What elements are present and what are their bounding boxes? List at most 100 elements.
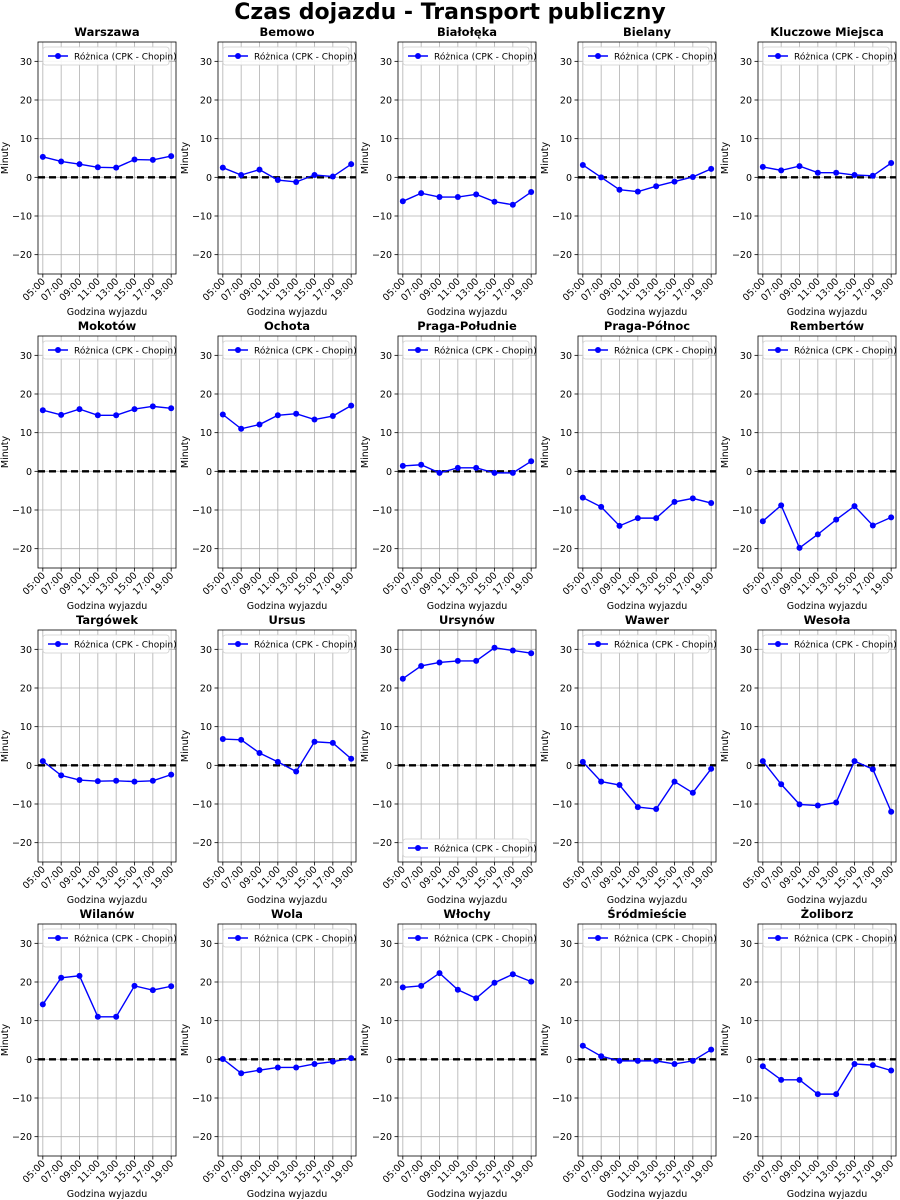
data-point	[39, 758, 46, 765]
y-tick-label: 20	[20, 96, 32, 107]
data-point	[131, 982, 138, 989]
legend-label: Różnica (CPK - Chopin)	[74, 345, 177, 356]
data-point	[113, 1013, 120, 1020]
series-line	[402, 647, 532, 680]
subplot-title: Rembertów	[790, 319, 865, 333]
legend-box	[42, 928, 170, 948]
data-point	[113, 777, 120, 784]
y-axis-label: Minuty	[180, 436, 191, 469]
y-tick-label: 20	[560, 684, 572, 695]
data-point	[58, 411, 65, 418]
series-line	[582, 497, 712, 527]
data-point	[399, 462, 406, 469]
y-tick-label: −10	[12, 506, 32, 517]
legend-box	[42, 634, 170, 654]
y-axis-label: Minuty	[720, 436, 731, 469]
series-line	[402, 972, 532, 1000]
data-point	[671, 1060, 678, 1067]
data-point	[454, 657, 461, 664]
y-tick-label: 10	[20, 134, 32, 145]
data-point	[436, 194, 443, 201]
axes-frame	[577, 629, 717, 863]
data-point	[869, 172, 876, 179]
y-axis-label: Minuty	[360, 142, 371, 175]
legend-marker	[775, 641, 781, 647]
series-line	[762, 760, 892, 813]
y-tick-label: 0	[26, 1055, 32, 1066]
legend-label: Różnica (CPK - Chopin)	[254, 51, 357, 62]
y-axis-label: Minuty	[360, 436, 371, 469]
legend-label: Różnica (CPK - Chopin)	[614, 345, 717, 356]
y-tick-label: 20	[560, 978, 572, 989]
data-point	[778, 1076, 785, 1083]
series-line	[42, 975, 172, 1018]
y-tick-label: 10	[560, 1016, 572, 1027]
y-tick-label: 20	[200, 684, 212, 695]
data-point	[689, 173, 696, 180]
subplot: −20−10010203005:0007:0009:0011:0013:0015…	[180, 25, 357, 318]
legend-label: Różnica (CPK - Chopin)	[794, 639, 897, 650]
y-tick-label: 30	[560, 57, 572, 68]
data-point	[814, 169, 821, 176]
y-tick-label: 0	[386, 467, 392, 478]
y-axis-label: Minuty	[540, 1024, 551, 1057]
legend-marker	[235, 53, 241, 59]
data-point	[888, 514, 895, 521]
data-point	[58, 772, 65, 779]
y-tick-label: 20	[740, 390, 752, 401]
axes-frame	[217, 629, 357, 863]
data-point	[528, 189, 535, 196]
y-tick-label: 10	[380, 722, 392, 733]
data-point	[149, 403, 156, 410]
y-axis-label: Minuty	[0, 730, 11, 763]
x-axis-label: Godzina wyjazdu	[787, 895, 868, 906]
data-point	[796, 801, 803, 808]
data-point	[616, 186, 623, 193]
data-point	[851, 758, 858, 765]
y-tick-label: 0	[746, 467, 752, 478]
data-point	[671, 178, 678, 185]
y-axis-label: Minuty	[540, 142, 551, 175]
y-tick-label: 30	[560, 939, 572, 950]
y-tick-label: −10	[732, 800, 752, 811]
data-point	[454, 194, 461, 201]
y-tick-label: 0	[566, 761, 572, 772]
legend-box	[42, 46, 170, 66]
x-axis-label: Godzina wyjazdu	[607, 895, 688, 906]
y-tick-label: 10	[560, 134, 572, 145]
y-tick-label: 10	[20, 428, 32, 439]
data-point	[329, 1058, 336, 1065]
y-tick-label: 20	[560, 390, 572, 401]
data-point	[634, 1057, 641, 1064]
y-tick-label: 0	[26, 761, 32, 772]
subplot-title: Targówek	[76, 613, 138, 627]
legend-marker	[415, 347, 421, 353]
data-point	[256, 749, 263, 756]
y-tick-label: 0	[206, 467, 212, 478]
y-axis-label: Minuty	[0, 436, 11, 469]
data-point	[851, 172, 858, 179]
legend-box	[762, 928, 890, 948]
plot-area	[578, 42, 716, 274]
y-tick-label: −20	[732, 1132, 752, 1143]
subplot-title: Żoliborz	[801, 906, 854, 921]
subplot: −20−10010203005:0007:0009:0011:0013:0015…	[360, 25, 537, 318]
data-point	[689, 789, 696, 796]
y-tick-label: −20	[372, 838, 392, 849]
legend-marker	[775, 935, 781, 941]
y-axis-label: Minuty	[360, 1024, 371, 1057]
y-tick-label: 10	[560, 722, 572, 733]
y-tick-label: 0	[206, 761, 212, 772]
subplot-title: Mokotów	[78, 319, 137, 333]
plot-area	[218, 924, 356, 1156]
data-point	[778, 167, 785, 174]
y-tick-label: −20	[12, 1132, 32, 1143]
legend-box	[762, 634, 890, 654]
data-point	[888, 1067, 895, 1074]
data-point	[256, 1067, 263, 1074]
data-point	[833, 516, 840, 523]
y-tick-label: 30	[740, 939, 752, 950]
y-tick-label: −20	[372, 1132, 392, 1143]
x-axis-label: Godzina wyjazdu	[427, 1189, 508, 1200]
y-tick-label: −20	[552, 544, 572, 555]
